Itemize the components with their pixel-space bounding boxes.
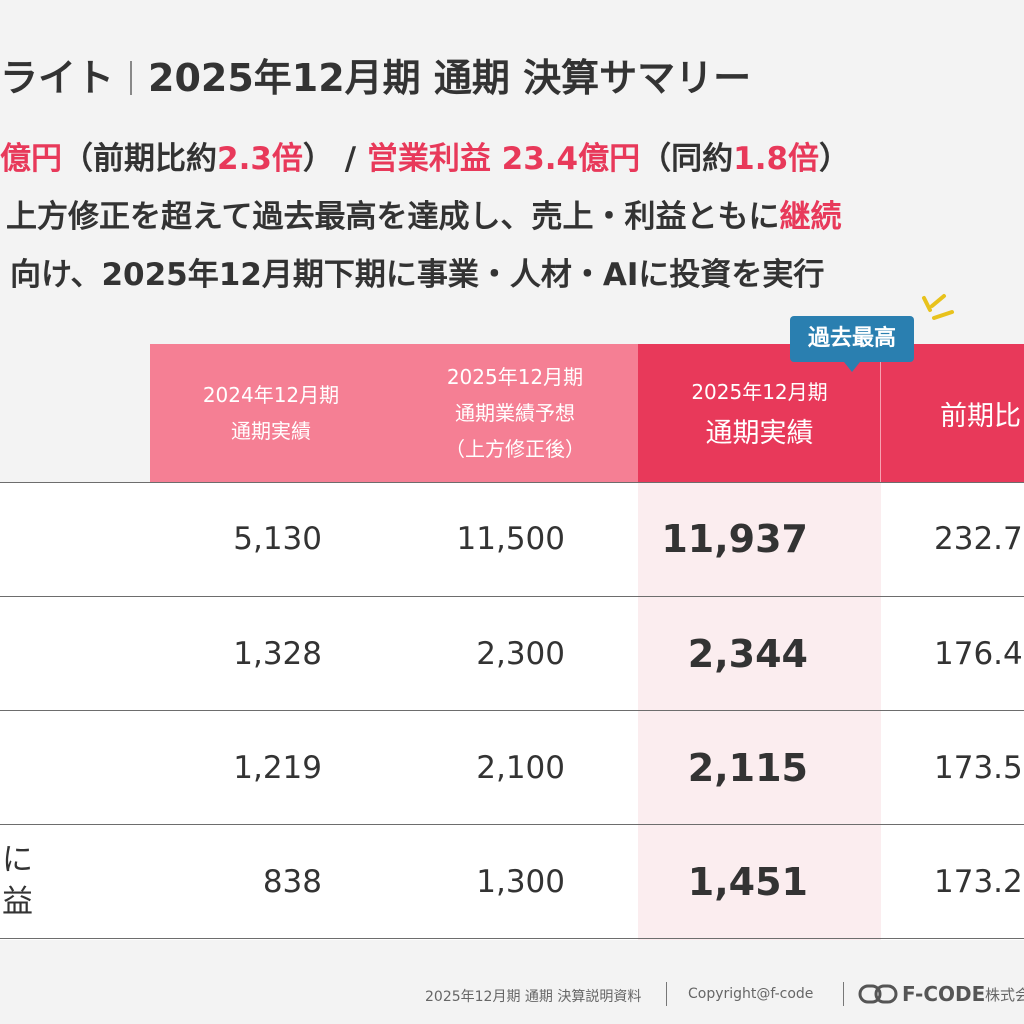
- summary-line-3-text: 向け、2025年12月期下期に事業・人材・AIに投資を実行: [10, 257, 825, 293]
- chain-link-icon: [858, 984, 898, 1004]
- summary: 億円（前期比約2.3倍） / 営業利益 23.4億円（同約1.8倍） 上方修正を…: [0, 130, 1024, 304]
- separator-text: ） /: [302, 141, 367, 177]
- yoy-prefix: （前期比約: [62, 141, 217, 177]
- record-high-badge: 過去最高: [790, 316, 914, 372]
- summary-line-1: 億円（前期比約2.3倍） / 営業利益 23.4億円（同約1.8倍）: [0, 130, 1024, 188]
- title-divider: [130, 61, 133, 95]
- summary-line-2: 上方修正を超えて過去最高を達成し、売上・利益ともに継続: [0, 188, 1024, 246]
- row-divider: [0, 596, 1024, 597]
- cell-prev: 838: [262, 864, 322, 900]
- revenue-fragment: 億円: [0, 141, 62, 177]
- sparkle-icon: [922, 294, 954, 320]
- footer-divider: [843, 982, 844, 1006]
- results-table: 2024年12月期 通期実績 2025年12月期 通期業績予想 （上方修正後） 202…: [0, 344, 1024, 940]
- header-current-actual: 2025年12月期通期実績: [638, 344, 881, 482]
- profit-multiple: 1.8倍: [733, 141, 820, 177]
- cell-yoy: 232.7: [934, 521, 1023, 557]
- header-prev-actual: 2024年12月期 通期実績: [150, 344, 392, 482]
- row-divider: [0, 482, 1024, 483]
- footer: 2025年12月期 通期 決算説明資料 Copyright@f-code F-C…: [0, 978, 1024, 1012]
- header-text: 前期比: [940, 400, 1021, 432]
- title-left: ライト: [0, 56, 115, 100]
- cell-actual: 2,344: [687, 632, 808, 676]
- cell-forecast: 1,300: [476, 864, 565, 900]
- cell-yoy: 176.4: [934, 636, 1023, 672]
- header-text: 通期実績: [705, 418, 814, 449]
- cell-yoy: 173.2: [934, 864, 1023, 900]
- table-row: 1,328 2,300 2,344 176.4: [0, 597, 1024, 711]
- logo-text: F-CODE: [902, 982, 986, 1006]
- header-forecast: 2025年12月期 通期業績予想 （上方修正後）: [392, 344, 638, 482]
- footer-doc-title: 2025年12月期 通期 決算説明資料: [425, 989, 642, 1005]
- row-divider: [0, 710, 1024, 711]
- cell-prev: 1,219: [233, 750, 322, 786]
- header-text: 通期実績: [230, 419, 311, 443]
- row-label: に益: [2, 839, 33, 923]
- cell-forecast: 2,300: [476, 636, 565, 672]
- header-yoy: 前期比: [881, 344, 1024, 482]
- summary-line-2-emphasis: 継続: [779, 199, 842, 235]
- cell-prev: 1,328: [233, 636, 322, 672]
- cell-forecast: 2,100: [476, 750, 565, 786]
- row-label-line: 益: [2, 884, 33, 920]
- header-divider: [880, 344, 881, 482]
- table-row: に益 838 1,300 1,451 173.2: [0, 825, 1024, 939]
- same-prefix: （同約: [640, 141, 734, 177]
- row-divider: [0, 938, 1024, 939]
- summary-line-2-text: 上方修正を超えて過去最高を達成し、売上・利益ともに: [6, 199, 780, 235]
- page-title: ライト 2025年12月期 通期 決算サマリー: [0, 50, 751, 106]
- company-logo: F-CODE: [858, 980, 985, 1008]
- header-text: 通期業績予想: [455, 401, 575, 425]
- title-right: 2025年12月期 通期 決算サマリー: [148, 56, 752, 100]
- header-text: 2025年12月期: [691, 380, 828, 404]
- close-paren: ）: [819, 141, 851, 177]
- operating-profit-text: 営業利益 23.4億円: [366, 141, 641, 177]
- cell-forecast: 11,500: [456, 521, 565, 557]
- table-row: 5,130 11,500 11,937 232.7: [0, 482, 1024, 596]
- footer-copyright: Copyright@f-code: [688, 986, 814, 1002]
- cell-actual: 2,115: [687, 746, 808, 790]
- summary-line-3: 向け、2025年12月期下期に事業・人材・AIに投資を実行: [0, 246, 1024, 304]
- row-label-line: に: [2, 842, 33, 878]
- footer-divider: [666, 982, 667, 1006]
- header-text: 2024年12月期: [202, 383, 340, 407]
- table-row: 1,219 2,100 2,115 173.5: [0, 711, 1024, 825]
- cell-actual: 1,451: [687, 860, 808, 904]
- header-text: 2025年12月期: [446, 365, 584, 389]
- cell-yoy: 173.5: [934, 750, 1023, 786]
- header-text: （上方修正後）: [445, 437, 585, 461]
- cell-prev: 5,130: [233, 521, 322, 557]
- row-divider: [0, 824, 1024, 825]
- highlight-column: [638, 482, 881, 940]
- cell-actual: 11,937: [661, 517, 808, 561]
- footer-company: 株式会: [985, 986, 1024, 1004]
- revenue-multiple: 2.3倍: [217, 141, 303, 177]
